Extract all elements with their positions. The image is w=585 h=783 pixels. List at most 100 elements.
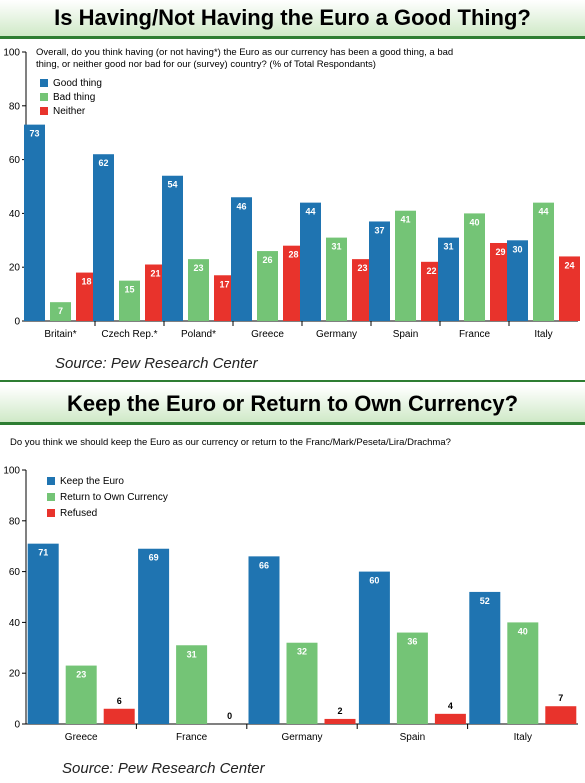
chart2-data-label: 4 <box>448 701 453 711</box>
chart1-x-tick-label: Germany <box>316 329 357 340</box>
chart2-legend-label: Return to Own Currency <box>60 492 168 503</box>
chart1-bar-neither <box>76 272 97 321</box>
chart2-data-label: 6 <box>117 696 122 706</box>
chart1-x-tick-label: Britain* <box>44 329 76 340</box>
chart2-y-tick-label: 0 <box>14 720 20 731</box>
chart1-legend-label: Neither <box>53 106 86 117</box>
chart1-legend-label: Good thing <box>53 78 102 89</box>
chart1-data-label: 62 <box>98 158 108 168</box>
chart2-bar-keep-the-euro <box>469 591 501 724</box>
chart1-bar-neither <box>145 264 166 321</box>
chart2-bar-return-to-own-currency <box>176 645 208 724</box>
chart2-data-label: 66 <box>259 560 269 570</box>
chart1-bar-bad-thing <box>326 237 347 321</box>
chart2-data-label: 7 <box>558 693 563 703</box>
chart2-data-label: 0 <box>227 711 232 721</box>
chart1-data-label: 54 <box>167 180 177 190</box>
chart1-data-label: 23 <box>193 263 203 273</box>
chart1-x-tick-label: Italy <box>534 329 552 340</box>
chart2-y-tick-label: 40 <box>9 618 21 629</box>
chart1-data-label: 44 <box>538 207 548 217</box>
chart1-bar-good-thing <box>231 197 252 321</box>
chart2-data-label: 31 <box>187 649 197 659</box>
chart1-legend-swatch <box>40 79 48 87</box>
chart1-y-tick-label: 80 <box>9 101 21 112</box>
chart1-y-tick-label: 60 <box>9 155 21 166</box>
chart2-bar-return-to-own-currency <box>507 622 539 724</box>
chart2-data-label: 23 <box>76 670 86 680</box>
chart1-bar-bad-thing <box>188 259 209 321</box>
chart2-bar-return-to-own-currency <box>286 642 318 724</box>
chart1-data-label: 26 <box>262 255 272 265</box>
chart1-data-label: 29 <box>495 247 505 257</box>
chart2-legend-swatch <box>47 493 55 501</box>
chart2-data-label: 69 <box>149 553 159 563</box>
chart1-y-tick-label: 100 <box>3 48 20 59</box>
chart2-legend-swatch <box>47 477 55 485</box>
chart1-x-tick-label: Poland* <box>181 329 216 340</box>
chart2-data-label: 60 <box>369 576 379 586</box>
chart1-data-label: 30 <box>512 244 522 254</box>
chart1-bar-neither <box>352 259 373 321</box>
chart1-data-label: 46 <box>236 201 246 211</box>
chart2-bar-keep-the-euro <box>138 548 170 724</box>
chart2-legend-label: Refused <box>60 508 97 519</box>
chart2-bar-return-to-own-currency <box>396 632 428 724</box>
chart1-bar-good-thing <box>162 175 183 321</box>
chart1-data-label: 37 <box>374 225 384 235</box>
chart2-y-tick-label: 20 <box>9 669 21 680</box>
chart1-data-label: 73 <box>29 129 39 139</box>
chart2-data-label: 40 <box>518 626 528 636</box>
chart2-bar-refused <box>545 706 577 724</box>
chart1-x-tick-label: Greece <box>251 329 284 340</box>
chart2-bar-keep-the-euro <box>248 556 280 724</box>
chart1-data-label: 18 <box>81 277 91 287</box>
chart2-x-tick-label: Greece <box>65 732 98 743</box>
chart1-bar-good-thing <box>93 154 114 321</box>
chart1-data-label: 31 <box>443 242 453 252</box>
chart2-x-tick-label: Germany <box>281 732 322 743</box>
chart1-question-line2: thing, or neither good nor bad for our (… <box>36 59 376 70</box>
chart2-question: Do you think we should keep the Euro as … <box>10 437 451 448</box>
chart1-svg: Overall, do you think having (or not hav… <box>3 47 580 340</box>
chart1-source: Source: Pew Research Center <box>55 355 258 372</box>
chart1-data-label: 44 <box>305 207 315 217</box>
chart1-x-tick-label: Czech Rep.* <box>101 329 157 340</box>
chart1-legend-label: Bad thing <box>53 92 95 103</box>
chart2-data-label: 71 <box>38 548 48 558</box>
chart1-bar-bad-thing <box>119 280 140 321</box>
chart2-bar-refused <box>324 718 356 724</box>
chart2-y-tick-label: 100 <box>3 466 20 477</box>
chart1-data-label: 15 <box>124 285 134 295</box>
chart1-data-label: 22 <box>426 266 436 276</box>
chart1-bar-neither <box>490 242 511 321</box>
chart2-bar-keep-the-euro <box>27 543 59 724</box>
chart1-bar-good-thing <box>507 240 528 321</box>
chart1-data-label: 24 <box>564 260 574 270</box>
chart1-data-label: 21 <box>150 269 160 279</box>
chart2-data-label: 52 <box>480 596 490 606</box>
chart2-title: Keep the Euro or Return to Own Currency? <box>0 386 585 425</box>
chart2-svg: Do you think we should keep the Euro as … <box>3 437 578 743</box>
chart1-data-label: 41 <box>400 215 410 225</box>
chart2-x-tick-label: Spain <box>400 732 426 743</box>
chart1-bar-bad-thing <box>257 251 278 321</box>
chart1-question-line1: Overall, do you think having (or not hav… <box>36 47 453 58</box>
chart1-bar-bad-thing <box>533 202 554 321</box>
chart1-bar-good-thing <box>369 221 390 321</box>
chart1-bottom-rule <box>0 380 585 382</box>
chart1-bar-neither <box>421 261 442 321</box>
chart1-bar-good-thing <box>24 124 45 321</box>
chart1-bar-neither <box>559 256 580 321</box>
chart2-y-tick-label: 80 <box>9 516 21 527</box>
chart1-x-tick-label: Spain <box>393 329 419 340</box>
chart2-bar-return-to-own-currency <box>65 665 97 724</box>
chart2-data-label: 36 <box>407 637 417 647</box>
chart2-bar-keep-the-euro <box>358 571 390 724</box>
chart2-data-label: 32 <box>297 647 307 657</box>
chart1-y-tick-label: 40 <box>9 209 21 220</box>
chart1-data-label: 40 <box>469 217 479 227</box>
chart1-bar-bad-thing <box>464 213 485 321</box>
chart2-bar-refused <box>434 713 466 724</box>
chart2-x-tick-label: Italy <box>514 732 532 743</box>
